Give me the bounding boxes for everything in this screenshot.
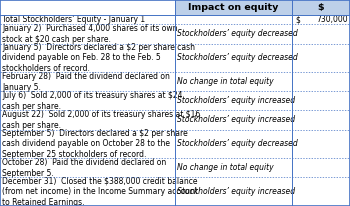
Bar (175, 24, 292, 43)
Text: Stockholders’ equity decreased: Stockholders’ equity decreased (177, 53, 298, 62)
Bar (292, 43, 350, 72)
Text: December 31)  Closed the $388,000 credit balance
(from net income) in the Income: December 31) Closed the $388,000 credit … (2, 176, 198, 206)
Bar (0, 91, 175, 110)
Bar (292, 72, 350, 91)
Bar (0, 130, 175, 158)
Bar (292, 24, 350, 43)
Text: July 6)  Sold 2,000 of its treasury shares at $24
cash per share.: July 6) Sold 2,000 of its treasury share… (2, 91, 183, 111)
Bar (292, 0, 350, 15)
Bar (175, 15, 292, 24)
Text: $: $ (318, 3, 324, 12)
Text: Stockholders’ equity decreased: Stockholders’ equity decreased (177, 29, 298, 39)
Bar (175, 110, 292, 130)
Bar (0, 15, 175, 24)
Bar (175, 72, 292, 91)
Bar (292, 91, 350, 110)
Bar (175, 43, 292, 72)
Bar (0, 43, 175, 72)
Bar (175, 177, 292, 206)
Text: August 22)  Sold 2,000 of its treasury shares at $16
cash per share.: August 22) Sold 2,000 of its treasury sh… (2, 110, 201, 130)
Text: February 28)  Paid the dividend declared on
January 5.: February 28) Paid the dividend declared … (2, 72, 170, 92)
Text: Stockholders’ equity increased: Stockholders’ equity increased (177, 116, 295, 124)
Bar (0, 24, 175, 43)
Bar (292, 110, 350, 130)
Bar (0, 110, 175, 130)
Text: Total Stockholders’ Equity - January 1: Total Stockholders’ Equity - January 1 (2, 15, 146, 24)
Text: $: $ (296, 15, 301, 24)
Bar (175, 130, 292, 158)
Text: No change in total equity: No change in total equity (177, 163, 274, 172)
Text: Stockholders’ equity increased: Stockholders’ equity increased (177, 187, 295, 196)
Bar (0, 72, 175, 91)
Bar (175, 0, 292, 15)
Bar (175, 91, 292, 110)
Text: Stockholders’ equity increased: Stockholders’ equity increased (177, 96, 295, 105)
Text: Impact on equity: Impact on equity (188, 3, 279, 12)
Bar (292, 130, 350, 158)
Text: September 5)  Directors declared a $2 per share
cash dividend payable on October: September 5) Directors declared a $2 per… (2, 129, 188, 159)
Text: 730,000: 730,000 (317, 15, 348, 24)
Text: October 28)  Paid the dividend declared on
September 5.: October 28) Paid the dividend declared o… (2, 158, 167, 178)
Text: January 5)  Directors declared a $2 per share cash
dividend payable on Feb. 28 t: January 5) Directors declared a $2 per s… (2, 43, 195, 73)
Bar (0, 177, 175, 206)
Bar (292, 158, 350, 177)
Bar (292, 177, 350, 206)
Text: No change in total equity: No change in total equity (177, 77, 274, 86)
Bar (0, 158, 175, 177)
Text: Stockholders’ equity decreased: Stockholders’ equity decreased (177, 139, 298, 148)
Text: January 2)  Purchased 4,000 shares of its own
stock at $20 cash per share.: January 2) Purchased 4,000 shares of its… (2, 24, 178, 44)
Bar (0, 0, 175, 15)
Bar (292, 15, 350, 24)
Bar (175, 158, 292, 177)
